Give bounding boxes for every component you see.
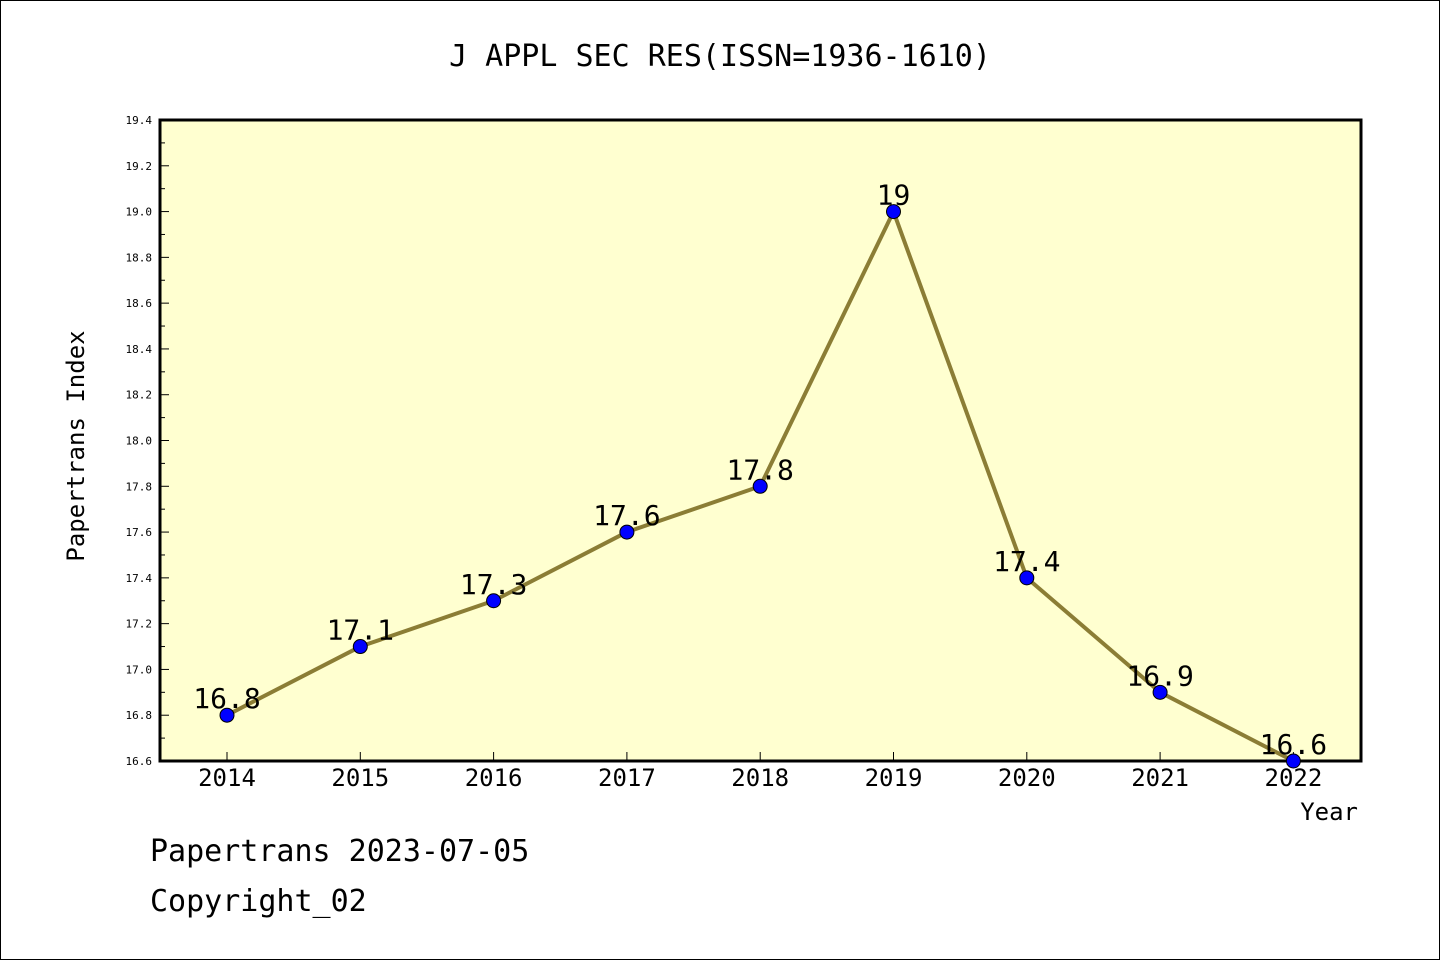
y-tick-label: 19.2 — [126, 160, 153, 173]
y-axis-ticks: 16.6 16.8 17.0 17.2 17.4 17.6 17.8 18.0 18.2 18.4… — [126, 114, 169, 768]
y-tick-label: 19.4 — [126, 114, 153, 127]
data-point-marker — [1019, 570, 1035, 586]
x-tick-label: 2017 — [598, 764, 656, 792]
y-tick-label: 17.2 — [126, 618, 153, 631]
y-tick-label: 18.6 — [126, 297, 153, 310]
y-tick-label: 16.6 — [126, 755, 153, 768]
data-point-marker — [886, 204, 901, 220]
x-tick-label: 2019 — [865, 764, 923, 792]
data-label: 16.6 — [1260, 728, 1327, 761]
data-label: 17.1 — [327, 614, 394, 647]
series-layer: 16.8 17.1 17.3 17.6 17.8 19 17.4 16.9 16.6 — [193, 179, 1327, 769]
data-point-marker — [1152, 684, 1168, 700]
x-tick-label: 2020 — [998, 764, 1056, 792]
plot-area — [158, 118, 1363, 763]
x-tick-label: 2018 — [731, 764, 789, 792]
x-tick-label: 2022 — [1265, 764, 1323, 792]
y-tick-label: 18.8 — [126, 251, 153, 264]
y-tick-label: 17.6 — [126, 526, 153, 539]
y-tick-label: 17.4 — [126, 572, 153, 585]
data-label: 17.4 — [993, 545, 1060, 578]
data-point-marker — [352, 639, 368, 655]
y-tick-label: 18.2 — [126, 389, 153, 402]
y-tick-label: 17.0 — [126, 663, 153, 676]
x-tick-label: 2016 — [465, 764, 523, 792]
data-label: 19 — [877, 179, 911, 212]
x-tick-label: 2021 — [1131, 764, 1189, 792]
data-label: 17.6 — [593, 499, 660, 532]
y-tick-label: 18.0 — [126, 435, 153, 448]
data-label: 16.9 — [1126, 659, 1193, 692]
footer-copyright: Copyright_02 — [150, 884, 367, 919]
chart-title: J APPL SEC RES(ISSN=1936-1610) — [449, 39, 991, 74]
y-tick-label: 16.8 — [126, 709, 153, 722]
y-axis-label: Papertrans Index — [62, 330, 90, 561]
y-tick-label: 19.0 — [126, 206, 153, 219]
x-tick-label: 2014 — [198, 764, 256, 792]
y-tick-label: 18.4 — [126, 343, 153, 356]
y-tick-label: 17.8 — [126, 480, 153, 493]
x-tick-label: 2015 — [331, 764, 389, 792]
data-label: 17.3 — [460, 568, 527, 601]
data-point-marker — [219, 707, 235, 723]
data-point-marker — [752, 478, 768, 494]
x-axis-ticks: 2014 2015 2016 2017 2018 2019 2020 2021 2022 — [198, 752, 1322, 792]
data-point-marker — [486, 593, 502, 609]
data-point-marker — [1285, 753, 1301, 769]
footer-date: Papertrans 2023-07-05 — [150, 834, 530, 869]
data-point-marker — [619, 524, 635, 540]
x-axis-label: Year — [1300, 798, 1358, 826]
data-label: 16.8 — [193, 682, 260, 715]
data-label: 17.8 — [726, 453, 793, 486]
